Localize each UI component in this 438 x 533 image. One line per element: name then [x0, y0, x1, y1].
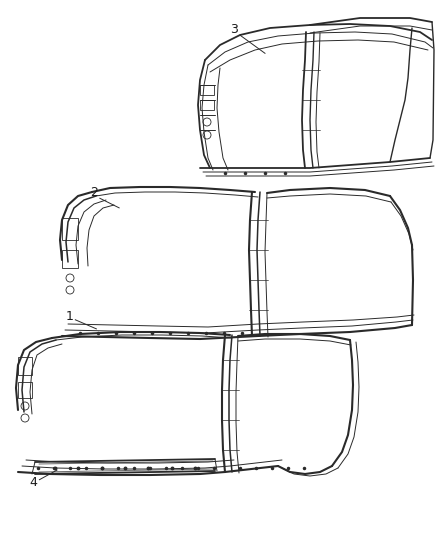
Bar — [18, 357, 32, 375]
Text: 1: 1 — [66, 310, 74, 322]
Text: 3: 3 — [230, 23, 238, 36]
Bar — [18, 382, 32, 398]
Bar — [200, 85, 214, 95]
Text: 4: 4 — [29, 476, 37, 489]
Text: 2: 2 — [90, 187, 98, 199]
Bar — [200, 100, 214, 110]
Bar — [62, 250, 78, 268]
Bar — [62, 218, 78, 240]
